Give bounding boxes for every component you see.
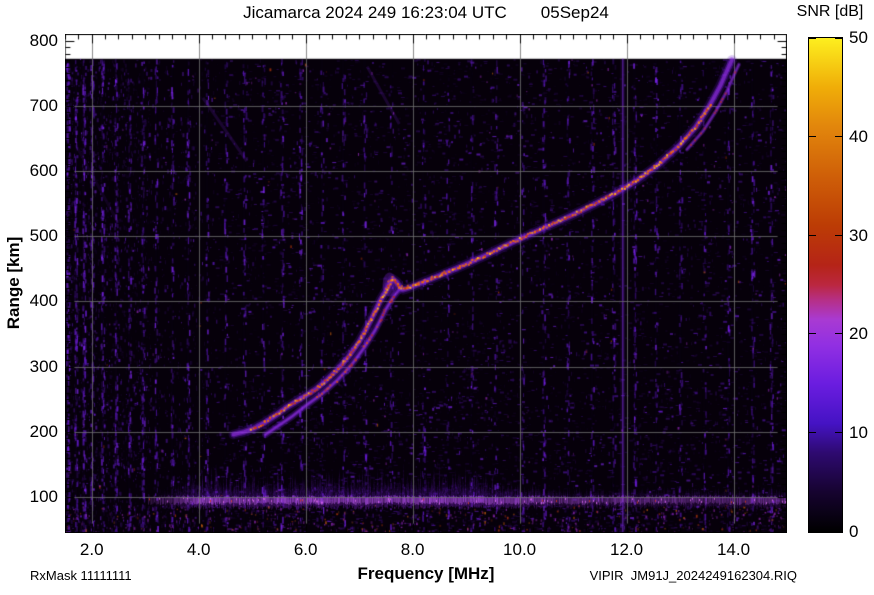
colorbar-tick-label: 0 [849,522,859,541]
y-tick-label: 800 [29,30,58,50]
plot-title: Jicamarca 2024 249 16:23:04 UTC 05Sep24 [65,3,787,23]
colorbar-tick [835,531,842,532]
colorbar-tick [835,432,842,433]
y-tick-label: 100 [29,487,58,507]
title-date: 05Sep24 [540,3,609,22]
plot-area [65,34,787,533]
colorbar-tick-label: 20 [849,324,868,344]
y-tick-label: 200 [29,421,58,441]
colorbar-tick-label: 30 [849,225,868,245]
x-tick-label: 10.0 [503,540,537,559]
colorbar-tick [835,235,842,236]
ionogram-plot [65,34,787,533]
x-tick-label: 6.0 [293,540,318,559]
x-axis-label: Frequency [MHz] [357,564,495,583]
snr-colorbar [808,37,843,533]
rxmask-text: RxMask 11111111 [30,568,132,583]
colorbar-tick [809,38,816,39]
y-tick-label: 300 [29,356,58,376]
filename-text: VIPIR JM91J_2024249162304.RIQ [589,568,797,583]
y-tick-label: 400 [29,291,58,311]
y-tick-label: 600 [29,160,58,180]
title-text: Jicamarca 2024 249 16:23:04 UTC [243,3,507,22]
colorbar-tick [809,432,816,433]
colorbar-tick-label: 40 [849,126,868,146]
y-axis-label: Range [km] [4,236,23,330]
y-tick-label: 500 [29,226,58,246]
colorbar-tick-label: 10 [849,423,868,443]
x-tick-label: 8.0 [400,540,425,559]
y-tick-label: 700 [29,95,58,115]
colorbar-tick [809,235,816,236]
colorbar-tick [809,333,816,334]
colorbar-tick [809,531,816,532]
x-tick-label: 2.0 [79,540,104,559]
x-tick-label: 12.0 [610,540,644,559]
colorbar-tick [835,333,842,334]
colorbar-title: SNR [dB] [796,3,864,20]
colorbar-tick [835,38,842,39]
colorbar-tick-label: 50 [849,28,868,47]
x-tick-label: 4.0 [186,540,211,559]
x-tick-label: 14.0 [716,540,751,559]
colorbar-tick [835,136,842,137]
colorbar-tick [809,136,816,137]
